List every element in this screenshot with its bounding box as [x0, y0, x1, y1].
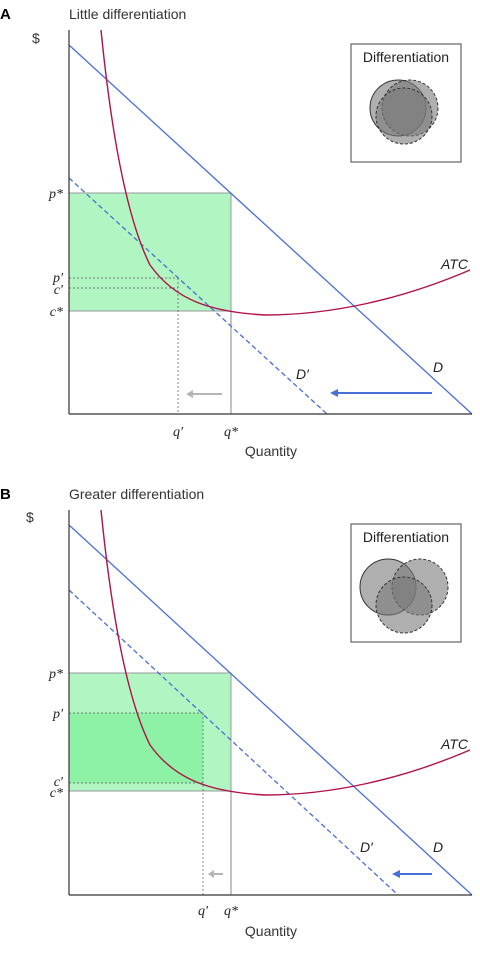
tick-q-star: q*	[224, 904, 238, 919]
panel-a: A Little differentiation $ p* p′ c′ c* q…	[0, 6, 473, 459]
atc-curve	[100, 509, 471, 796]
quantity-shift-arrowhead	[186, 390, 193, 398]
differentiation-inset: Differentiation	[350, 43, 462, 163]
tick-q-prime: q′	[173, 425, 184, 440]
tick-p-prime: p′	[52, 707, 64, 722]
atc-label: ATC	[440, 736, 469, 752]
tick-c-star: c*	[50, 786, 63, 801]
quantity-shift-arrowhead	[208, 870, 214, 878]
panel-b: B Greater differentiation $ p* p′ c′ c* …	[0, 486, 473, 939]
panel-title: Little differentiation	[69, 6, 186, 22]
panel-letter: A	[0, 6, 11, 23]
tick-c-prime: c′	[54, 283, 64, 298]
rival-circle	[375, 87, 433, 145]
shifted-demand-curve	[68, 589, 399, 896]
inset-title: Differentiation	[363, 529, 449, 545]
atc-curve	[100, 29, 471, 316]
demand-curve	[68, 524, 473, 896]
inset-title: Differentiation	[363, 49, 449, 65]
tick-p-star: p*	[48, 187, 63, 202]
y-axis-label: $	[26, 509, 34, 525]
demand-curve	[68, 44, 473, 415]
tick-c-star: c*	[50, 305, 63, 320]
demand-shift-arrowhead	[392, 870, 400, 878]
x-axis-label: Quantity	[245, 923, 297, 939]
panel-letter: B	[0, 486, 11, 503]
rival-circle	[375, 576, 433, 634]
shifted-demand-label: D′	[360, 839, 374, 855]
tick-p-prime: p′	[52, 271, 64, 286]
shifted-demand-curve	[68, 177, 328, 415]
differentiation-inset: Differentiation	[350, 523, 462, 643]
demand-label: D	[433, 359, 443, 375]
atc-label: ATC	[440, 256, 469, 272]
demand-label: D	[433, 839, 443, 855]
panel-title: Greater differentiation	[69, 486, 204, 502]
tick-c-prime: c′	[54, 775, 64, 790]
tick-q-prime: q′	[198, 904, 209, 919]
profit-area-differentiated	[69, 713, 203, 783]
y-axis-label: $	[32, 30, 40, 46]
tick-q-star: q*	[224, 425, 238, 440]
tick-p-star: p*	[48, 667, 63, 682]
demand-shift-arrowhead	[330, 389, 338, 397]
x-axis-label: Quantity	[245, 443, 297, 459]
shifted-demand-label: D′	[296, 366, 310, 382]
profit-area-original	[68, 192, 232, 312]
